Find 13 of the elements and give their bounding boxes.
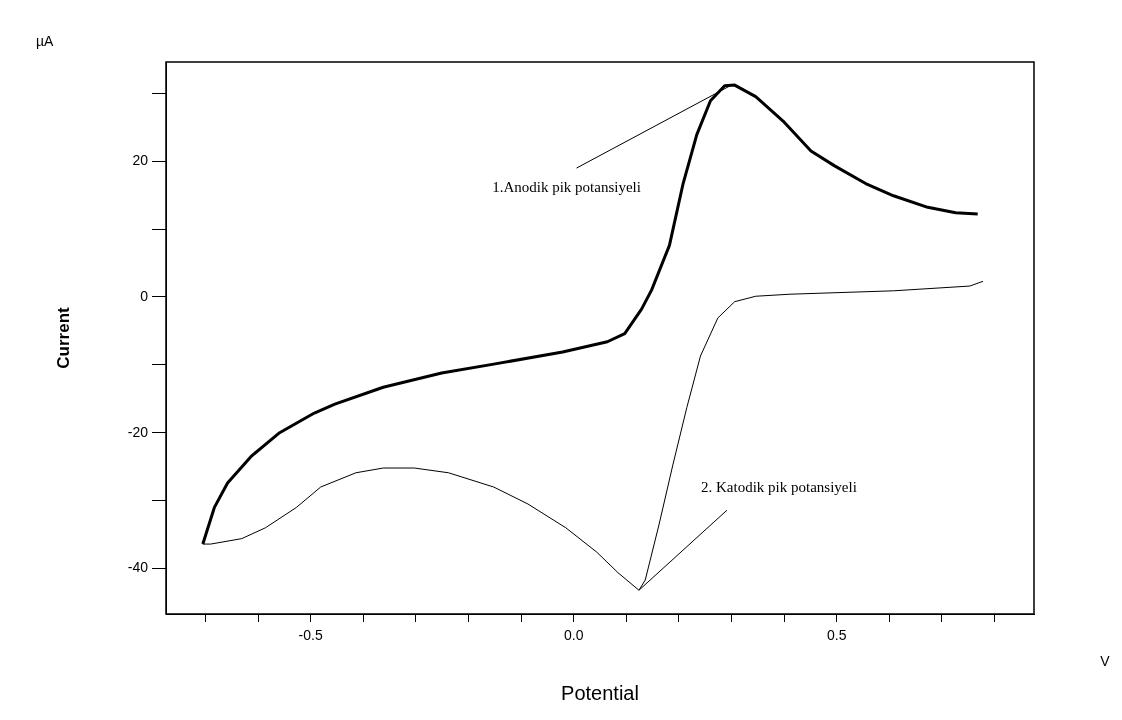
text: µA [36, 32, 55, 49]
x-tick-label: 0.5 [826, 627, 847, 644]
y-tick-label: 0 [140, 287, 149, 304]
y-tick-label: 20 [132, 151, 149, 168]
text: V [1100, 652, 1111, 669]
x-tick-label: -0.5 [298, 627, 323, 644]
y-tick-label: -40 [127, 559, 149, 576]
annotation: 1.Anodik pik potansiyeli [492, 179, 641, 196]
x-axis-title: Potential [561, 681, 639, 704]
annotation: 2. Katodik pik potansiyeli [701, 479, 857, 496]
y-tick-label: -20 [127, 423, 149, 440]
y-axis-title: Current [53, 306, 73, 369]
x-tick-label: 0.0 [563, 627, 584, 644]
